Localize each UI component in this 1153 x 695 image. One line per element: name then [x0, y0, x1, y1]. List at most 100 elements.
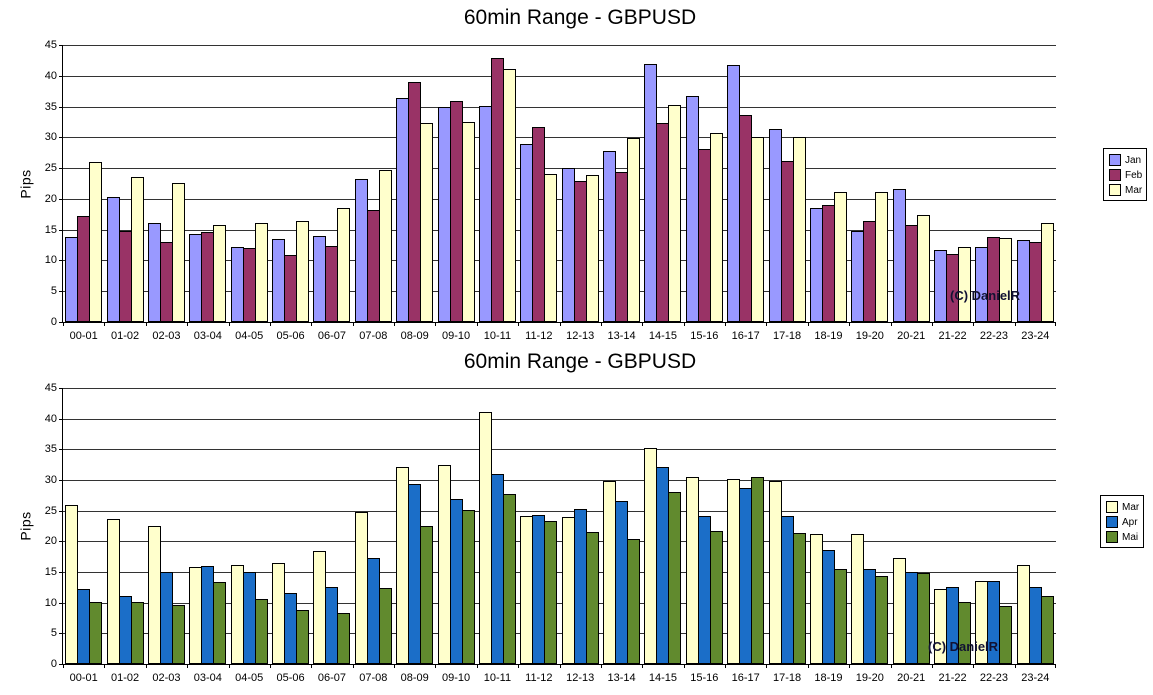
x-axis-tick: [1014, 322, 1016, 326]
bar-mar-17-18: [792, 136, 806, 322]
x-axis-label: 15-16: [690, 672, 719, 684]
legend-item-mai: Mai: [1106, 531, 1139, 543]
y-axis-label: 15: [44, 566, 57, 578]
y-axis-label: 20: [44, 535, 57, 548]
y-axis-tick: [59, 633, 63, 635]
bar-mai-04-05: [254, 598, 268, 664]
x-axis-label: 16-17: [731, 672, 760, 684]
x-axis-label: 22-23: [979, 672, 1008, 684]
x-axis-tick: [766, 322, 768, 326]
y-axis-tick: [59, 664, 63, 665]
x-axis-label: 11-12: [525, 672, 553, 684]
y-axis-tick: [59, 480, 63, 481]
legend-swatch-feb: [1109, 169, 1121, 181]
legend-item-mar: Mar: [1106, 501, 1139, 513]
legend-swatch-mar: [1106, 501, 1118, 513]
y-axis-label: 25: [44, 504, 57, 517]
x-axis-label: 01-02: [110, 672, 140, 684]
x-axis-label: 23-24: [1021, 330, 1050, 342]
x-axis-tick: [890, 322, 892, 326]
legend-item-feb: Feb: [1109, 169, 1142, 181]
x-axis-label: 08-09: [400, 672, 429, 684]
x-axis-tick: [476, 322, 478, 326]
legend-swatch-jan: [1109, 154, 1121, 166]
x-axis-label: 21-22: [938, 330, 967, 342]
x-axis-tick: [725, 322, 726, 326]
x-axis-label: 07-08: [359, 672, 388, 684]
x-axis-label: 18-19: [814, 330, 843, 342]
bar-mai-10-11: [502, 493, 516, 664]
y-axis-tick: [59, 291, 63, 293]
x-axis-tick: [435, 664, 437, 668]
bar-mar-00-01: [65, 504, 79, 664]
legend-label: Apr: [1122, 516, 1138, 528]
x-axis-tick: [890, 664, 892, 668]
x-axis-label: 08-09: [400, 330, 429, 342]
bar-mai-12-13: [585, 531, 599, 664]
x-axis-label: 20-21: [897, 672, 926, 684]
gridline: [63, 633, 1056, 635]
y-axis-label: 35: [44, 443, 57, 456]
legend-label: Jan: [1125, 154, 1142, 166]
bar-mar-03-04: [213, 224, 227, 322]
y-axis-label: 35: [44, 100, 57, 113]
legend-swatch-mar: [1109, 184, 1121, 196]
x-axis-label: 13-14: [607, 330, 636, 342]
bar-mai-06-07: [337, 613, 351, 664]
bar-mar-02-03: [171, 183, 185, 322]
legend-swatch-mai: [1106, 531, 1118, 543]
bar-mar-00-01: [89, 162, 103, 322]
y-axis-tick: [59, 510, 63, 512]
bar-mar-19-20: [875, 191, 889, 322]
y-axis-label: 30: [44, 474, 57, 486]
x-axis-label: 04-05: [235, 672, 264, 684]
bar-mai-18-19: [833, 569, 847, 664]
x-axis-label: 06-07: [317, 330, 346, 342]
gridline: [63, 260, 1056, 262]
x-axis-label: 01-02: [110, 330, 140, 342]
x-axis-label: 03-04: [193, 672, 222, 684]
legend-label: Mai: [1122, 531, 1139, 543]
x-axis-label: 05-06: [276, 330, 305, 342]
legend-label: Mar: [1125, 184, 1143, 196]
gridline: [63, 388, 1056, 389]
bar-mai-20-21: [916, 572, 930, 664]
y-axis-title: Pips: [18, 168, 35, 199]
bar-mar-14-15: [668, 104, 682, 322]
y-axis-label: 10: [44, 596, 57, 609]
bar-mar-08-09: [420, 122, 434, 322]
y-axis-tick: [59, 45, 63, 46]
y-axis-tick: [59, 388, 63, 389]
gridline: [63, 198, 1056, 200]
x-axis-tick: [228, 664, 230, 668]
x-axis-tick: [269, 664, 271, 668]
y-axis-tick: [59, 106, 63, 108]
x-axis-tick: [683, 664, 685, 668]
y-axis-title: Pips: [18, 511, 35, 541]
y-axis-label: 40: [44, 412, 57, 425]
gridline: [63, 168, 1056, 170]
gridline: [63, 449, 1056, 451]
x-axis-label: 09-10: [441, 672, 471, 684]
y-axis-tick: [59, 602, 63, 604]
bar-mai-00-01: [89, 602, 103, 664]
legend-item-mar: Mar: [1109, 184, 1142, 196]
bar-mar-11-12: [544, 173, 558, 322]
bar-mai-07-08: [378, 587, 392, 664]
y-axis-label: 0: [50, 316, 57, 328]
x-axis-label: 21-22: [938, 672, 967, 684]
x-axis-tick: [807, 322, 809, 326]
legend-label: Mar: [1122, 501, 1140, 513]
bar-mar-22-23: [999, 237, 1013, 322]
x-axis-tick: [973, 664, 975, 668]
gridline: [63, 480, 1056, 481]
bar-mar-15-16: [709, 132, 723, 322]
x-axis-label: 22-23: [979, 330, 1008, 342]
x-axis-tick: [849, 664, 851, 668]
gridline: [63, 45, 1056, 46]
x-axis-tick: [600, 322, 602, 326]
bar-mar-07-08: [378, 169, 392, 322]
legend-label: Feb: [1125, 169, 1143, 181]
x-axis-tick: [642, 664, 644, 668]
x-axis-tick: [104, 322, 106, 326]
